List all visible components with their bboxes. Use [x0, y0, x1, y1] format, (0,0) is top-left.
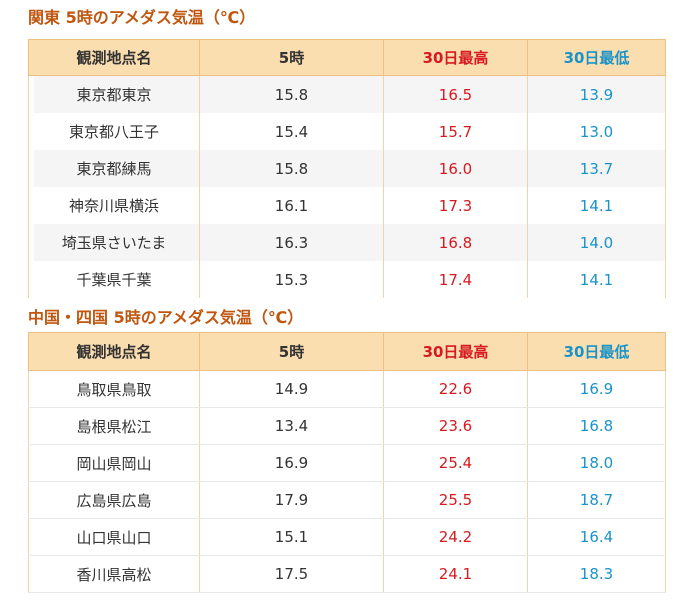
chugoku-shikoku-section-title: 中国・四国 5時のアメダス気温（℃） — [28, 308, 304, 327]
chugoku-shikoku-temperature-table: 観測地点名 5時 30日最高 30日最低 鳥取県鳥取 14.9 22.6 16.… — [28, 332, 666, 593]
table-row: 東京都東京 15.8 16.5 13.9 — [28, 75, 666, 113]
current-temp: 15.1 — [199, 518, 384, 556]
header-station: 観測地点名 — [28, 39, 200, 76]
table-row: 香川県高松 17.5 24.1 18.3 — [28, 555, 666, 593]
station-name: 香川県高松 — [28, 555, 200, 593]
high-temp: 16.0 — [383, 150, 528, 187]
high-temp: 15.7 — [383, 113, 528, 150]
station-name: 島根県松江 — [28, 407, 200, 445]
low-temp: 14.1 — [527, 261, 666, 298]
table-row: 埼玉県さいたま 16.3 16.8 14.0 — [28, 224, 666, 261]
high-temp: 25.5 — [383, 481, 528, 519]
low-temp: 13.7 — [527, 150, 666, 187]
high-temp: 17.4 — [383, 261, 528, 298]
station-name: 神奈川県横浜 — [28, 187, 200, 224]
low-temp: 13.0 — [527, 113, 666, 150]
table-row: 東京都八王子 15.4 15.7 13.0 — [28, 113, 666, 150]
station-name: 広島県広島 — [28, 481, 200, 519]
header-current: 5時 — [199, 39, 384, 76]
low-temp: 16.9 — [527, 370, 666, 408]
high-temp: 17.3 — [383, 187, 528, 224]
header-low: 30日最低 — [527, 332, 666, 371]
high-temp: 25.4 — [383, 444, 528, 482]
current-temp: 13.4 — [199, 407, 384, 445]
header-high: 30日最高 — [383, 332, 528, 371]
current-temp: 16.1 — [199, 187, 384, 224]
low-temp: 18.0 — [527, 444, 666, 482]
header-low: 30日最低 — [527, 39, 666, 76]
header-high: 30日最高 — [383, 39, 528, 76]
table-row: 山口県山口 15.1 24.2 16.4 — [28, 518, 666, 556]
station-name: 東京都八王子 — [28, 113, 200, 150]
high-temp: 16.8 — [383, 224, 528, 261]
low-temp: 18.3 — [527, 555, 666, 593]
table-row: 神奈川県横浜 16.1 17.3 14.1 — [28, 187, 666, 224]
current-temp: 15.8 — [199, 150, 384, 187]
current-temp: 15.4 — [199, 113, 384, 150]
station-name: 東京都東京 — [28, 75, 200, 113]
station-name: 鳥取県鳥取 — [28, 370, 200, 408]
low-temp: 13.9 — [527, 75, 666, 113]
low-temp: 14.1 — [527, 187, 666, 224]
current-temp: 15.8 — [199, 75, 384, 113]
station-name: 山口県山口 — [28, 518, 200, 556]
table-row: 島根県松江 13.4 23.6 16.8 — [28, 407, 666, 445]
current-temp: 17.9 — [199, 481, 384, 519]
current-temp: 16.9 — [199, 444, 384, 482]
low-temp: 18.7 — [527, 481, 666, 519]
table-row: 広島県広島 17.9 25.5 18.7 — [28, 481, 666, 519]
table-row: 岡山県岡山 16.9 25.4 18.0 — [28, 444, 666, 482]
low-temp: 14.0 — [527, 224, 666, 261]
current-temp: 15.3 — [199, 261, 384, 298]
low-temp: 16.4 — [527, 518, 666, 556]
low-temp: 16.8 — [527, 407, 666, 445]
station-name: 岡山県岡山 — [28, 444, 200, 482]
high-temp: 23.6 — [383, 407, 528, 445]
kanto-section-title: 関東 5時のアメダス気温（℃） — [28, 8, 256, 27]
high-temp: 24.1 — [383, 555, 528, 593]
high-temp: 24.2 — [383, 518, 528, 556]
current-temp: 16.3 — [199, 224, 384, 261]
station-name: 埼玉県さいたま — [28, 224, 200, 261]
current-temp: 17.5 — [199, 555, 384, 593]
station-name: 千葉県千葉 — [28, 261, 200, 298]
header-station: 観測地点名 — [28, 332, 200, 371]
table-header-row: 観測地点名 5時 30日最高 30日最低 — [28, 39, 666, 76]
current-temp: 14.9 — [199, 370, 384, 408]
header-current: 5時 — [199, 332, 384, 371]
high-temp: 22.6 — [383, 370, 528, 408]
table-row: 千葉県千葉 15.3 17.4 14.1 — [28, 261, 666, 298]
kanto-temperature-table: 観測地点名 5時 30日最高 30日最低 東京都東京 15.8 16.5 13.… — [28, 39, 666, 298]
high-temp: 16.5 — [383, 75, 528, 113]
table-header-row: 観測地点名 5時 30日最高 30日最低 — [28, 332, 666, 371]
station-name: 東京都練馬 — [28, 150, 200, 187]
table-row: 東京都練馬 15.8 16.0 13.7 — [28, 150, 666, 187]
table-row: 鳥取県鳥取 14.9 22.6 16.9 — [28, 370, 666, 408]
